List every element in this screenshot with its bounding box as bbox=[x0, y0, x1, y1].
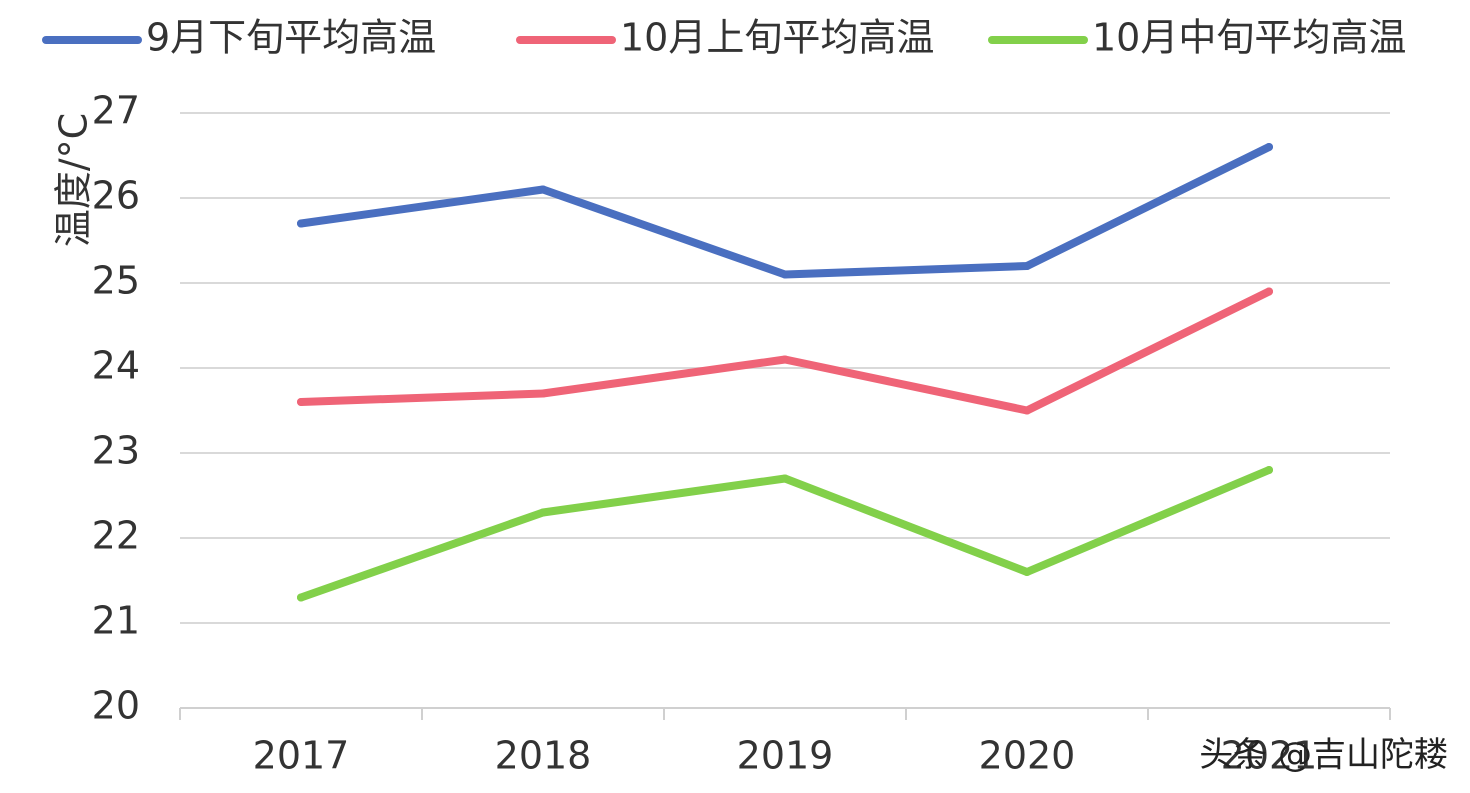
legend-label: 9月下旬平均高温 bbox=[146, 16, 436, 60]
data-point bbox=[781, 474, 789, 483]
legend-label: 10月中旬平均高温 bbox=[1092, 16, 1406, 60]
y-tick-label: 23 bbox=[92, 429, 140, 473]
y-tick-label: 20 bbox=[92, 684, 140, 728]
x-tick-label: 2021 bbox=[1221, 734, 1318, 778]
data-point bbox=[539, 389, 547, 398]
x-tick-label: 2020 bbox=[979, 734, 1076, 778]
data-point bbox=[1265, 143, 1273, 151]
legend-label: 10月上旬平均高温 bbox=[620, 16, 934, 60]
series-line-1 bbox=[297, 143, 1273, 279]
y-tick-label: 25 bbox=[92, 259, 140, 303]
data-point bbox=[297, 219, 305, 228]
data-point bbox=[781, 355, 789, 364]
y-tick-label: 24 bbox=[92, 344, 140, 388]
watermark: 头条 @吉山陀耧 bbox=[1199, 735, 1448, 775]
y-tick-label: 27 bbox=[92, 89, 140, 133]
data-point bbox=[781, 270, 789, 279]
data-point bbox=[1023, 406, 1031, 415]
series-line-2 bbox=[297, 287, 1273, 415]
data-point bbox=[1023, 262, 1031, 270]
y-axis-ticks: 20 21 22 23 24 25 26 27 bbox=[92, 89, 140, 728]
series-line-3 bbox=[297, 466, 1273, 602]
x-axis: 2017 2018 2019 2020 2021 bbox=[179, 707, 1391, 778]
y-axis-label: 温度/°C bbox=[52, 113, 96, 247]
series-lines bbox=[297, 143, 1273, 602]
data-point bbox=[297, 398, 305, 406]
y-tick-label: 21 bbox=[92, 599, 140, 643]
y-tick-label: 22 bbox=[92, 514, 140, 558]
data-point bbox=[1265, 287, 1273, 296]
data-point bbox=[539, 508, 547, 517]
data-point bbox=[1265, 466, 1273, 474]
x-tick-label: 2017 bbox=[253, 734, 350, 778]
gridlines bbox=[180, 112, 1390, 624]
x-tick-label: 2018 bbox=[495, 734, 592, 778]
y-tick-label: 26 bbox=[92, 174, 140, 218]
x-tick-label: 2019 bbox=[737, 734, 834, 778]
data-point bbox=[539, 185, 547, 194]
data-point bbox=[1023, 568, 1031, 576]
data-point bbox=[297, 593, 305, 602]
legend: 9月下旬平均高温 10月上旬平均高温 10月中旬平均高温 bbox=[42, 16, 1406, 60]
